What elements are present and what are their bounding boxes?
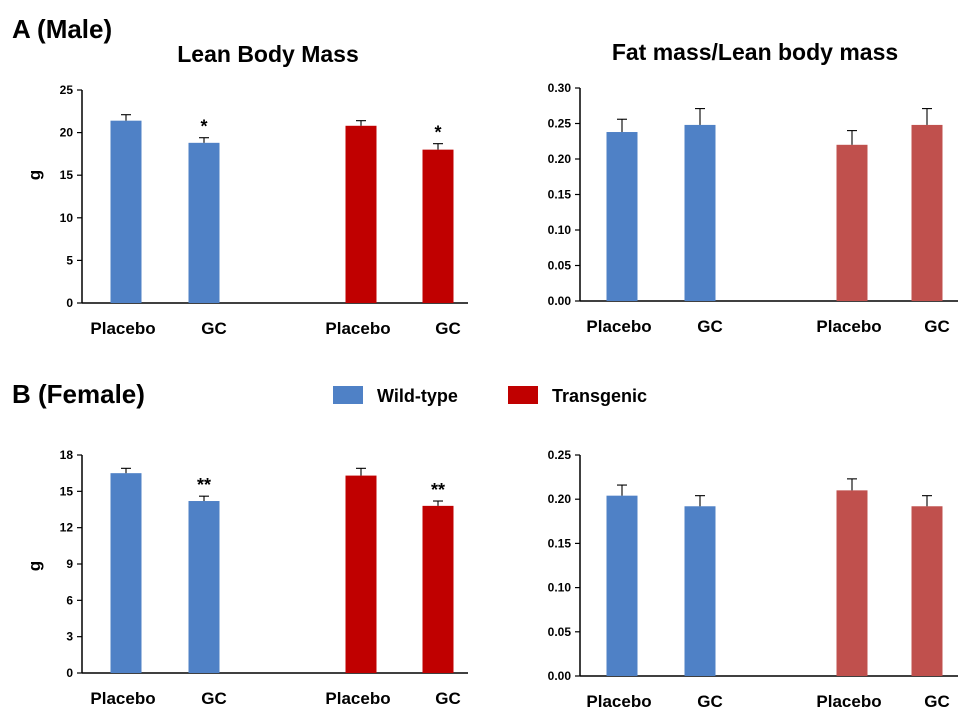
bar: [911, 124, 943, 301]
legend-swatch-transgenic: [508, 386, 538, 404]
panel-a-label: A (Male): [12, 14, 112, 44]
y-tick-label: 0.20: [548, 152, 572, 166]
y-tick-label: 0.05: [548, 259, 572, 273]
x-category-label: Placebo: [586, 317, 651, 336]
x-category-label: Placebo: [90, 689, 155, 708]
y-axis-label: g: [25, 561, 44, 571]
bar: [606, 132, 638, 301]
x-category-label: Placebo: [325, 689, 390, 708]
y-tick-label: 0.05: [548, 625, 572, 639]
y-tick-label: 9: [66, 557, 73, 571]
x-category-label: GC: [435, 319, 461, 338]
bar: [911, 506, 943, 676]
bar: [606, 495, 638, 676]
bar: [422, 505, 454, 673]
y-tick-label: 0.15: [548, 188, 572, 202]
bar: [188, 501, 220, 673]
x-category-label: Placebo: [816, 692, 881, 711]
bar: [836, 490, 868, 676]
y-tick-label: 0.10: [548, 581, 572, 595]
y-tick-label: 0.25: [548, 448, 572, 462]
significance-marker: *: [434, 123, 441, 143]
y-tick-label: 0.25: [548, 117, 572, 131]
y-tick-label: 20: [60, 126, 74, 140]
legend: Wild-type Transgenic: [333, 386, 647, 406]
significance-marker: **: [197, 475, 211, 495]
y-tick-label: 0.00: [548, 669, 572, 683]
x-category-label: GC: [924, 317, 950, 336]
significance-marker: *: [200, 117, 207, 137]
bar: [345, 475, 377, 673]
y-tick-label: 15: [60, 168, 74, 182]
significance-marker: **: [431, 480, 445, 500]
y-tick-label: 3: [66, 630, 73, 644]
y-tick-label: 10: [60, 211, 74, 225]
x-category-label: GC: [697, 692, 723, 711]
y-tick-label: 0.30: [548, 81, 572, 95]
bar: [684, 506, 716, 676]
panel-b-label: B (Female): [12, 379, 145, 409]
chart-title: Fat mass/Lean body mass: [612, 39, 898, 65]
y-tick-label: 25: [60, 83, 74, 97]
y-tick-label: 12: [60, 521, 74, 535]
y-tick-label: 0: [66, 666, 73, 680]
bar: [110, 473, 142, 673]
y-tick-label: 0.20: [548, 492, 572, 506]
x-category-label: Placebo: [90, 319, 155, 338]
x-category-label: Placebo: [816, 317, 881, 336]
legend-label-wild-type: Wild-type: [377, 386, 458, 406]
y-tick-label: 0: [66, 296, 73, 310]
y-tick-label: 0.00: [548, 294, 572, 308]
chart-fat-lean-ratio-male: Fat mass/Lean body mass 0.00 0.05 0.10 0.15 0…: [548, 39, 958, 336]
bar: [422, 149, 454, 303]
y-tick-label: 18: [60, 448, 74, 462]
bar: [684, 124, 716, 301]
chart-title: Lean Body Mass: [177, 41, 359, 67]
y-tick-label: 15: [60, 484, 74, 498]
bar: [110, 120, 142, 303]
chart-fat-lean-ratio-female: 0.00 0.05 0.10 0.15 0.20 0.25 Placebo GC Placebo…: [548, 448, 958, 711]
y-tick-label: 5: [66, 253, 73, 267]
x-category-label: GC: [697, 317, 723, 336]
x-category-label: Placebo: [586, 692, 651, 711]
bar: [345, 125, 377, 303]
x-category-label: GC: [201, 319, 227, 338]
y-tick-label: 6: [66, 593, 73, 607]
legend-swatch-wild-type: [333, 386, 363, 404]
chart-lean-body-mass-female: g 0 3 6 9 12 15 18 Placebo ** GC Placebo ** GC: [25, 448, 468, 708]
x-category-label: Placebo: [325, 319, 390, 338]
y-tick-label: 0.15: [548, 536, 572, 550]
bar: [188, 142, 220, 303]
x-category-label: GC: [435, 689, 461, 708]
x-category-label: GC: [201, 689, 227, 708]
bar: [836, 144, 868, 301]
chart-lean-body-mass-male: Lean Body Mass g 0 5 10 15 20 25 Placebo * GC Place…: [25, 41, 468, 338]
y-axis-label: g: [25, 170, 44, 180]
y-tick-label: 0.10: [548, 223, 572, 237]
x-category-label: GC: [924, 692, 950, 711]
legend-label-transgenic: Transgenic: [552, 386, 647, 406]
